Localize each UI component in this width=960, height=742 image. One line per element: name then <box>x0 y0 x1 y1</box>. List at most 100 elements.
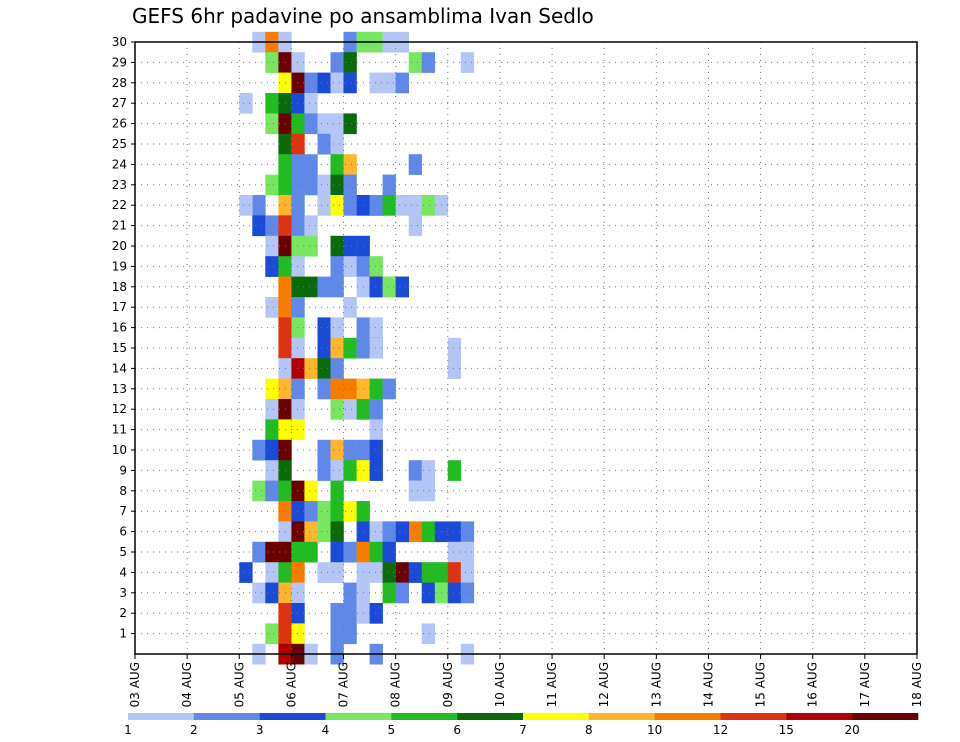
heatmap-cell <box>317 317 331 339</box>
heatmap-cell <box>395 582 409 604</box>
heatmap-cell <box>317 501 331 522</box>
heatmap-cell <box>382 541 396 563</box>
heatmap-cell <box>421 195 435 216</box>
heatmap-cell <box>265 52 279 73</box>
heatmap-cell <box>291 337 305 359</box>
heatmap-cell <box>408 521 422 543</box>
heatmap-cell <box>291 215 305 237</box>
heatmap-cell <box>317 72 331 94</box>
heatmap-cell <box>369 72 383 94</box>
colorbar-label: 1 <box>124 723 132 737</box>
x-tick-label: 16 AUG <box>806 662 820 707</box>
heatmap-cell <box>382 174 396 196</box>
heatmap-cell <box>343 195 357 216</box>
y-tick-label: 24 <box>112 157 127 171</box>
heatmap-cell <box>330 235 344 257</box>
heatmap-cell <box>291 297 305 318</box>
x-tick-label: 18 AUG <box>910 662 924 707</box>
heatmap-cell <box>291 399 305 420</box>
heatmap-cell <box>460 562 475 583</box>
heatmap-cell <box>382 521 396 543</box>
heatmap-cell <box>330 501 344 522</box>
x-tick-label: 07 AUG <box>337 662 351 707</box>
y-tick-label: 2 <box>119 606 127 620</box>
colorbar-label: 8 <box>585 723 593 737</box>
y-tick-label: 19 <box>112 259 127 273</box>
heatmap-cell <box>447 582 462 604</box>
heatmap-cell <box>460 52 475 73</box>
heatmap-cell <box>330 623 344 645</box>
heatmap-cell <box>265 93 279 114</box>
heatmap-cell <box>395 195 409 216</box>
heatmap-cell <box>369 460 383 481</box>
heatmap-cell <box>395 521 409 543</box>
heatmap-cell <box>382 195 396 216</box>
heatmap-cell <box>317 521 331 543</box>
colorbar-label: 7 <box>519 723 527 737</box>
heatmap-cell <box>330 358 344 379</box>
heatmap-cell <box>408 52 422 73</box>
heatmap-cell <box>330 521 344 543</box>
heatmap-cell <box>408 154 422 175</box>
heatmap-cell <box>304 235 318 257</box>
heatmap-cell <box>343 113 357 135</box>
y-tick-label: 25 <box>112 137 127 151</box>
heatmap-cell <box>343 603 357 624</box>
heatmap-cell <box>382 582 396 604</box>
heatmap-cell <box>343 72 357 94</box>
heatmap-cell <box>304 154 318 175</box>
heatmap-cell <box>291 378 305 400</box>
colorbar-swatch <box>720 713 787 720</box>
heatmap-cell <box>304 113 318 135</box>
colorbar-swatch <box>457 713 524 720</box>
heatmap-cell <box>343 337 357 359</box>
heatmap-cell <box>460 582 475 604</box>
y-tick-label: 17 <box>112 300 127 314</box>
y-tick-label: 15 <box>112 341 127 355</box>
heatmap-cell <box>343 541 357 563</box>
heatmap-cell <box>369 337 383 359</box>
y-tick-label: 18 <box>112 280 127 294</box>
heatmap-cell <box>460 521 475 543</box>
heatmap-cell <box>330 133 344 155</box>
colorbar-label: 3 <box>256 723 264 737</box>
y-tick-label: 22 <box>112 198 127 212</box>
heatmap-cell <box>343 501 357 522</box>
colorbar-swatch <box>588 713 655 720</box>
heatmap-cell <box>291 235 305 257</box>
colorbar-label: 15 <box>779 723 794 737</box>
heatmap-cell <box>291 276 305 298</box>
heatmap-cell <box>239 93 253 114</box>
heatmap-cell <box>239 195 253 216</box>
heatmap-cell <box>239 562 253 583</box>
colorbar-label: 12 <box>713 723 728 737</box>
heatmap-cell <box>330 439 344 461</box>
heatmap-cell <box>317 133 331 155</box>
heatmap-cell <box>291 541 305 563</box>
heatmap-cell <box>265 480 279 502</box>
heatmap-cell <box>447 521 462 543</box>
heatmap-cell <box>252 480 266 502</box>
heatmap-cell <box>369 276 383 298</box>
heatmap-cell <box>291 133 305 155</box>
heatmap-cell <box>421 562 435 583</box>
heatmap-cell <box>291 195 305 216</box>
y-tick-label: 8 <box>119 484 127 498</box>
heatmap-cell <box>447 562 462 583</box>
colorbar-swatch <box>852 713 919 720</box>
x-tick-label: 10 AUG <box>493 662 507 707</box>
heatmap-cell <box>330 52 344 73</box>
y-tick-label: 13 <box>112 382 127 396</box>
heatmap-cell <box>369 399 383 420</box>
heatmap-cell <box>304 358 318 379</box>
heatmap-cell <box>330 460 344 481</box>
y-tick-label: 7 <box>119 504 127 518</box>
colorbar-swatch <box>786 713 853 720</box>
heatmap-cell <box>304 174 318 196</box>
y-tick-label: 29 <box>112 55 127 69</box>
heatmap-cell <box>291 623 305 645</box>
y-tick-label: 3 <box>119 586 127 600</box>
heatmap-cell <box>265 297 279 318</box>
heatmap-cell <box>395 72 409 94</box>
